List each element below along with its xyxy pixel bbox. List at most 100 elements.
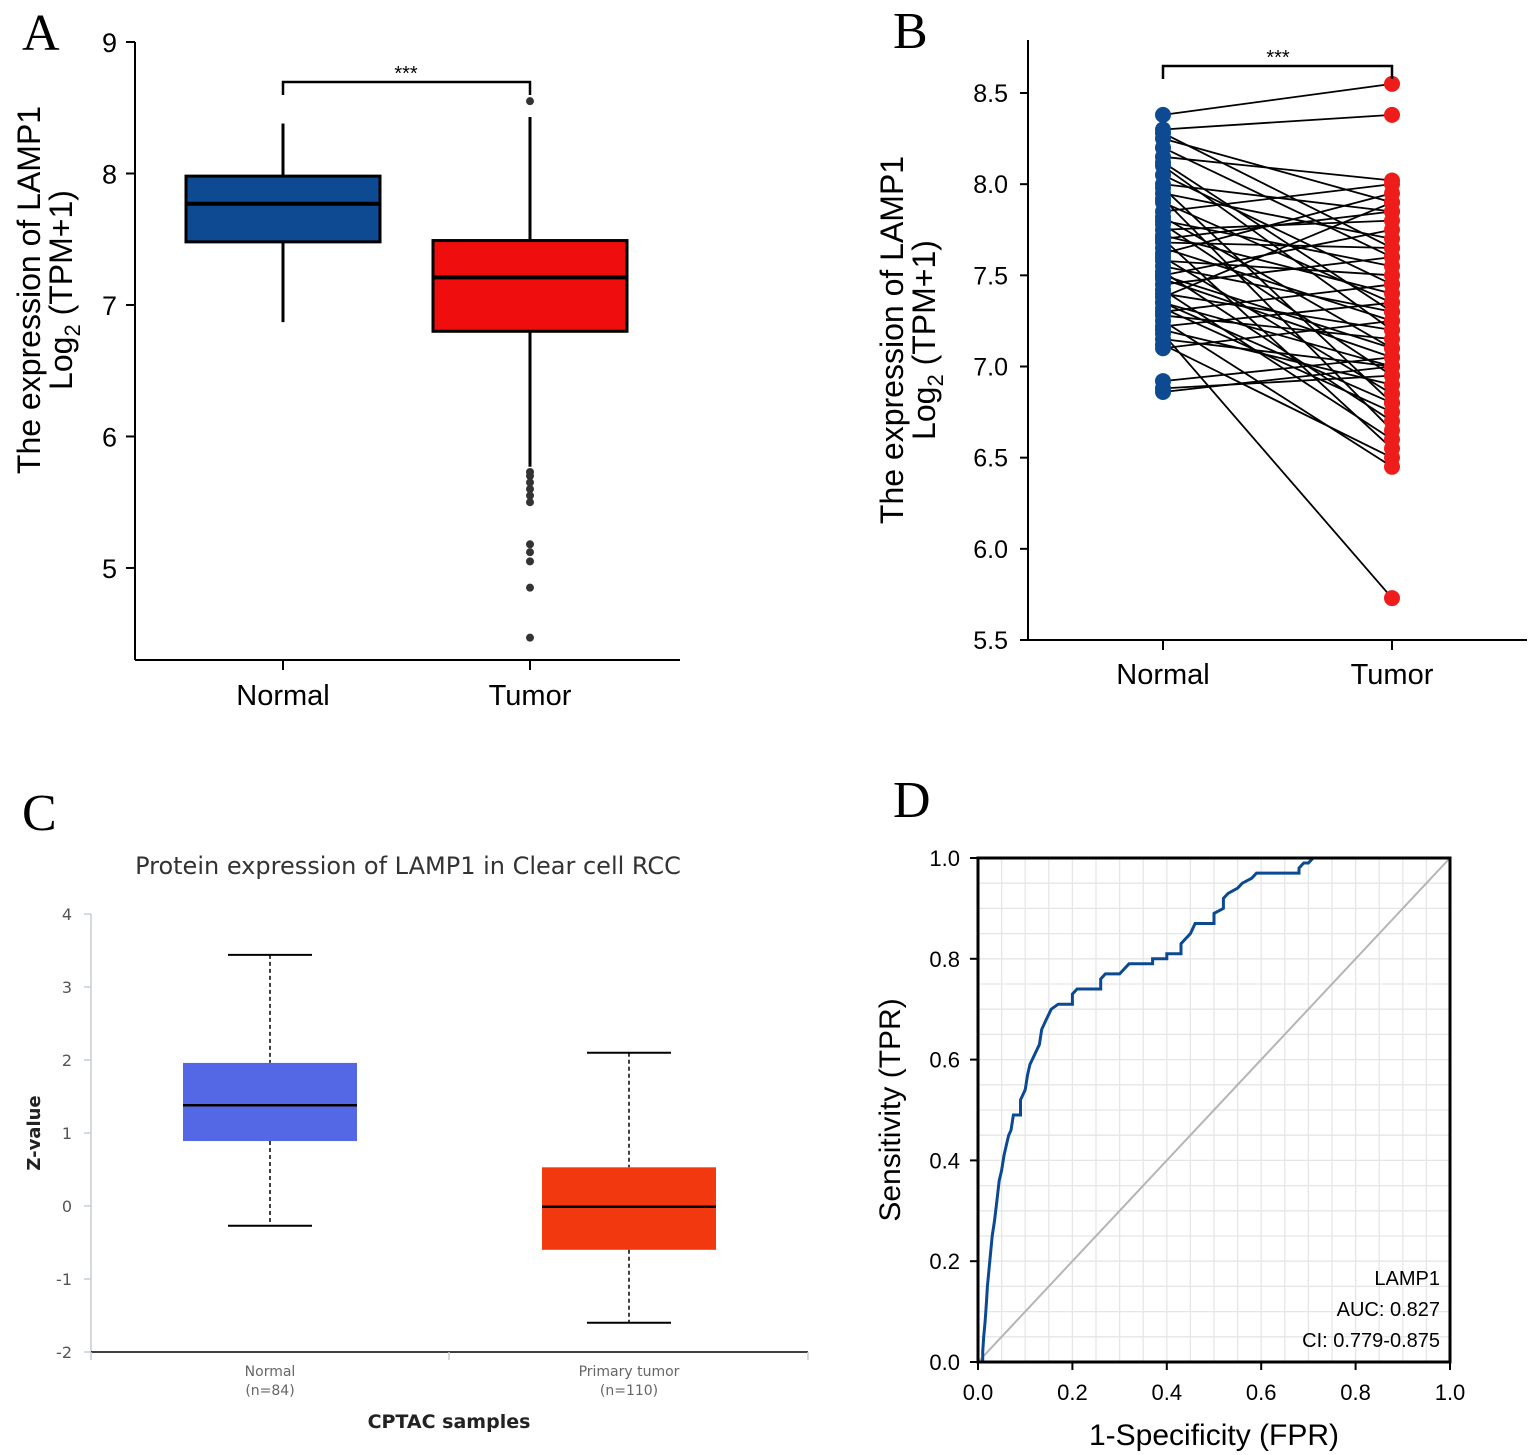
d-ytick-label-0.4: 0.4 [929,1148,960,1173]
b-xtick-label-normal: Normal [1116,659,1209,691]
a-ylabel-line1: The expression of LAMP1 [11,106,47,474]
b-point-tumor-0 [1384,75,1400,92]
a-ytick-label-7: 7 [102,291,117,321]
a-outlier-tumor-6 [526,498,534,507]
b-pair-line-8 [1162,187,1393,404]
a-significance-label: *** [394,63,418,85]
d-legend-name: LAMP1 [1374,1268,1440,1290]
a-outlier-tumor-7 [526,540,534,549]
d-xtick-label-0.2: 0.2 [1057,1380,1088,1405]
panel-c: Protein expression of LAMP1 in Clear cel… [24,852,809,1433]
b-pair-line-9 [1162,192,1393,240]
b-pair-line-37 [1162,329,1393,386]
b-significance-label: *** [1266,47,1290,69]
b-pair-line-26 [1162,278,1393,359]
d-ytick-label-0.6: 0.6 [929,1048,960,1073]
a-xtick-label-tumor: Tumor [489,680,572,712]
d-legend-ci: CI: 0.779-0.875 [1302,1330,1440,1352]
a-outlier-tumor-3 [526,478,534,487]
b-pair-line-46 [1162,274,1393,350]
b-pair-line-11 [1162,183,1393,213]
d-diagonal-reference [977,857,1451,1363]
b-point-tumor-43 [1384,303,1400,320]
b-pair-line-28 [1162,289,1393,441]
b-ylabel-line2: Log2 (TPM+1) [906,240,948,440]
c-y-axis-label: Z-value [24,1095,45,1170]
b-point-normal-44 [1155,190,1171,207]
a-outlier-tumor-9 [526,557,534,566]
b-pair-line-22 [1162,259,1393,277]
b-pair-line-33 [1162,283,1393,313]
a-xtick-label-normal: Normal [236,680,329,712]
b-point-normal-43 [1155,154,1171,171]
b-pair-line-2 [1162,137,1393,204]
c-box-primary-tumor [542,1167,716,1250]
b-pair-line-44 [1162,198,1393,431]
c-x-axis-label: CPTAC samples [368,1411,531,1433]
b-point-normal-42 [1155,125,1171,142]
b-ylabel-line1: The expression of LAMP1 [874,156,910,524]
b-pair-line-45 [1162,210,1393,240]
d-legend-auc: AUC: 0.827 [1337,1299,1440,1321]
a-outlier-tumor-11 [526,633,534,642]
a-ylabel-line2: Log2 (TPM+1) [43,190,85,390]
b-pair-line-6 [1162,174,1393,286]
b-pair-line-47 [1162,301,1393,404]
c-xtick-primary-tumor: Primary tumor [579,1364,680,1380]
d-x-axis-label: 1-Specificity (FPR) [1089,1419,1339,1452]
d-plot-frame [976,856,1452,1364]
d-ytick-label-0.8: 0.8 [929,947,960,972]
panel-a: 5 6 7 8 9 Normal Tumor *** The expression of … [11,28,680,712]
a-box-tumor [431,239,629,333]
b-ytick-label-6.0: 6.0 [973,536,1008,564]
b-point-tumor-33 [1384,276,1400,293]
b-pair-line-16 [1162,234,1393,295]
b-point-tumor-50 [1384,358,1400,375]
c-xtick-normal: Normal [245,1364,296,1380]
a-ytick-label-9: 9 [102,28,117,58]
b-ytick-label-7.0: 7.0 [973,354,1008,382]
a-outlier-tumor-4 [526,485,534,494]
b-point-tumor-45 [1384,203,1400,220]
b-pair-line-12 [1162,216,1393,350]
c-ytick-label-1: 1 [62,1124,72,1143]
d-xtick-label-0.0: 0.0 [963,1380,994,1405]
b-ytick-label-8.0: 8.0 [973,171,1008,199]
c-box-normal [183,1062,357,1142]
b-point-tumor-25 [1384,221,1400,238]
panel-label-c: C [22,785,57,842]
b-pair-line-49 [1162,374,1393,390]
b-point-tumor-44 [1384,422,1400,439]
b-pair-line-32 [1162,307,1393,413]
b-pair-line-41 [1162,320,1393,350]
a-ytick-label-5: 5 [102,554,117,584]
b-pair-line-0 [1162,82,1393,116]
b-point-normal-47 [1155,294,1171,311]
a-outlier-tumor-8 [526,548,534,557]
b-significance-bracket [1161,64,1394,79]
panel-label-a: A [22,5,60,62]
b-pair-line-14 [1162,223,1393,377]
b-point-normal-0 [1155,106,1171,123]
b-y-axis-label: The expression of LAMP1 Log2 (TPM+1) [874,156,948,524]
b-point-tumor-40 [1384,449,1400,466]
b-pair-line-24 [1162,270,1393,422]
a-outlier-tumor-10 [526,583,534,592]
d-xtick-label-0.8: 0.8 [1340,1380,1371,1405]
b-point-tumor-38 [1384,590,1400,607]
d-xtick-label-0.6: 0.6 [1246,1380,1277,1405]
a-ytick-label-8: 8 [102,159,117,189]
b-pair-line-43 [1162,161,1393,313]
b-pair-line-35 [1162,320,1393,468]
c-title: Protein expression of LAMP1 in Clear cel… [135,852,681,880]
b-pair-line-48 [1162,356,1393,382]
b-pair-line-3 [1162,146,1393,258]
a-outlier-tumor-5 [526,491,534,500]
c-ytick-label--1: -1 [56,1270,72,1289]
panel-d: 0.0 0.2 0.4 0.6 0.8 1.0 0.0 0.2 0.4 0.6 0.8 1.0 LAM… [874,846,1465,1452]
b-pair-line-19 [1162,247,1393,322]
b-point-tumor-1 [1384,106,1400,123]
panel-label-b: B [893,3,928,60]
c-ytick-label-0: 0 [62,1197,72,1216]
